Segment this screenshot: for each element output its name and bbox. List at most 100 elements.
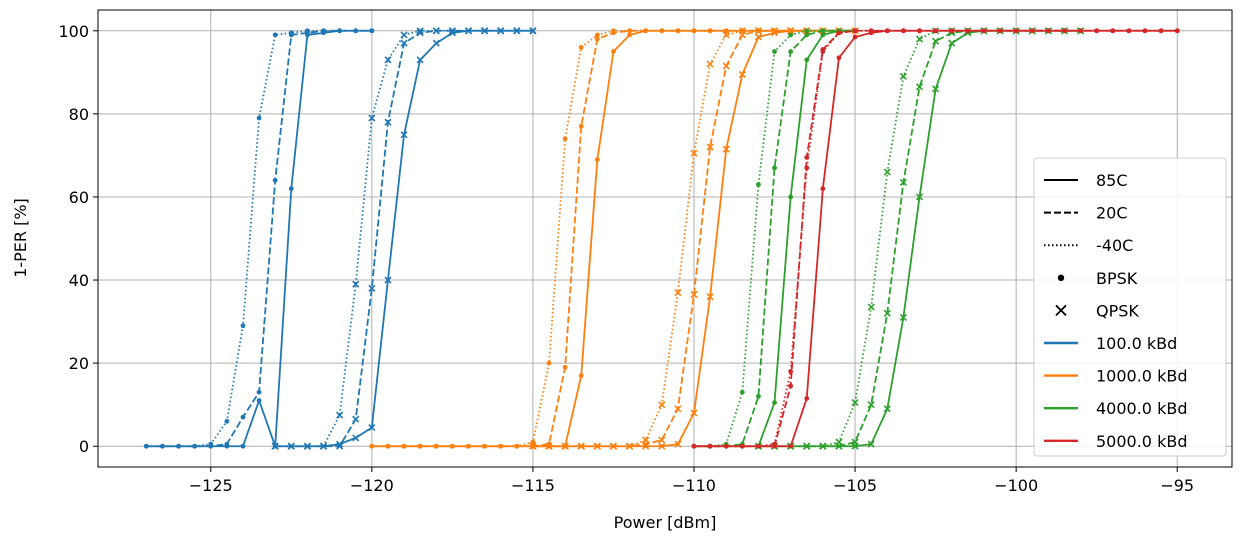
data-point bbox=[932, 37, 940, 45]
data-point bbox=[915, 83, 924, 91]
data-point bbox=[899, 72, 907, 81]
data-point bbox=[917, 28, 922, 34]
data-point bbox=[384, 118, 392, 126]
data-point bbox=[883, 168, 891, 176]
data-point bbox=[224, 418, 230, 424]
data-point bbox=[851, 399, 859, 407]
data-point bbox=[836, 55, 842, 61]
data-point bbox=[788, 443, 794, 449]
data-point bbox=[272, 177, 278, 183]
data-point bbox=[513, 27, 521, 35]
x-tick-label: −100 bbox=[994, 476, 1038, 495]
data-point bbox=[287, 442, 295, 450]
data-point bbox=[353, 28, 359, 34]
data-point bbox=[319, 442, 328, 450]
data-point bbox=[176, 443, 181, 449]
data-point bbox=[756, 443, 761, 449]
data-point bbox=[787, 27, 795, 35]
data-point bbox=[143, 443, 149, 449]
data-point bbox=[674, 288, 682, 297]
legend-label: 85C bbox=[1096, 171, 1128, 190]
data-point bbox=[804, 32, 810, 38]
data-point bbox=[803, 442, 811, 450]
data-point bbox=[593, 442, 601, 450]
data-point bbox=[883, 309, 891, 317]
data-point bbox=[900, 28, 906, 34]
data-point bbox=[369, 443, 375, 449]
data-point bbox=[224, 443, 230, 449]
data-point bbox=[1013, 28, 1019, 34]
data-point bbox=[611, 49, 616, 54]
data-point bbox=[498, 443, 504, 449]
data-point bbox=[835, 442, 843, 450]
data-point bbox=[820, 186, 826, 192]
legend-label: 100.0 kBd bbox=[1096, 334, 1177, 353]
data-point bbox=[627, 32, 632, 38]
data-point bbox=[883, 405, 891, 413]
x-tick-label: −105 bbox=[833, 476, 877, 495]
data-point bbox=[899, 313, 907, 322]
data-point bbox=[321, 30, 326, 36]
legend-entry: 5000.0 kBd bbox=[1044, 432, 1187, 451]
data-point bbox=[368, 423, 376, 432]
data-point bbox=[1142, 28, 1148, 34]
data-point bbox=[772, 165, 777, 171]
data-point bbox=[1078, 28, 1083, 34]
data-point bbox=[1045, 28, 1051, 34]
plot-area bbox=[143, 27, 1180, 450]
x-tick-label: −120 bbox=[350, 476, 394, 495]
data-point bbox=[368, 284, 376, 292]
data-point bbox=[1126, 28, 1132, 34]
y-tick-label: 20 bbox=[69, 354, 89, 373]
data-point bbox=[788, 383, 794, 389]
y-tick-label: 60 bbox=[69, 188, 89, 207]
series-5000-0-kbd85c-bpsk bbox=[691, 28, 1180, 449]
data-point bbox=[997, 28, 1003, 34]
legend-label: 4000.0 kBd bbox=[1096, 399, 1187, 418]
data-point bbox=[337, 28, 343, 34]
data-point bbox=[288, 32, 294, 38]
x-tick-label: −110 bbox=[672, 476, 716, 495]
data-point bbox=[706, 293, 714, 301]
data-point bbox=[738, 70, 746, 78]
legend-dot-marker bbox=[1057, 274, 1065, 281]
data-point bbox=[288, 186, 294, 192]
data-point bbox=[691, 443, 697, 449]
data-point bbox=[707, 443, 713, 449]
x-axis-label: Power [dBm] bbox=[614, 513, 717, 532]
data-point bbox=[416, 29, 424, 37]
data-point bbox=[368, 114, 376, 122]
data-point bbox=[336, 440, 344, 448]
data-point bbox=[594, 32, 600, 38]
data-point bbox=[739, 389, 745, 395]
data-point bbox=[594, 157, 600, 162]
data-point bbox=[674, 440, 682, 448]
data-point bbox=[643, 28, 649, 34]
data-point bbox=[271, 442, 279, 450]
data-point bbox=[432, 39, 440, 47]
data-point bbox=[208, 443, 214, 449]
data-point bbox=[561, 442, 569, 450]
data-point bbox=[915, 35, 924, 43]
series-100-0-kbd85c-bpsk bbox=[143, 28, 375, 449]
data-point bbox=[852, 28, 858, 34]
data-point bbox=[433, 443, 439, 449]
data-point bbox=[820, 47, 826, 52]
data-point bbox=[240, 323, 246, 329]
data-point bbox=[738, 31, 746, 39]
legend-entry: QPSK bbox=[1055, 301, 1139, 320]
data-point bbox=[915, 193, 924, 201]
data-point bbox=[256, 115, 262, 121]
data-point bbox=[788, 194, 794, 200]
y-tick-label: 100 bbox=[58, 22, 89, 41]
y-tick-label: 80 bbox=[69, 105, 89, 124]
data-point bbox=[867, 303, 875, 311]
data-point bbox=[884, 28, 890, 34]
data-point bbox=[240, 443, 246, 449]
data-point bbox=[256, 389, 262, 395]
data-point bbox=[804, 155, 810, 160]
data-point bbox=[723, 443, 729, 449]
x-tick-label: −95 bbox=[1160, 476, 1194, 495]
data-point bbox=[384, 56, 392, 64]
data-point bbox=[867, 401, 875, 409]
